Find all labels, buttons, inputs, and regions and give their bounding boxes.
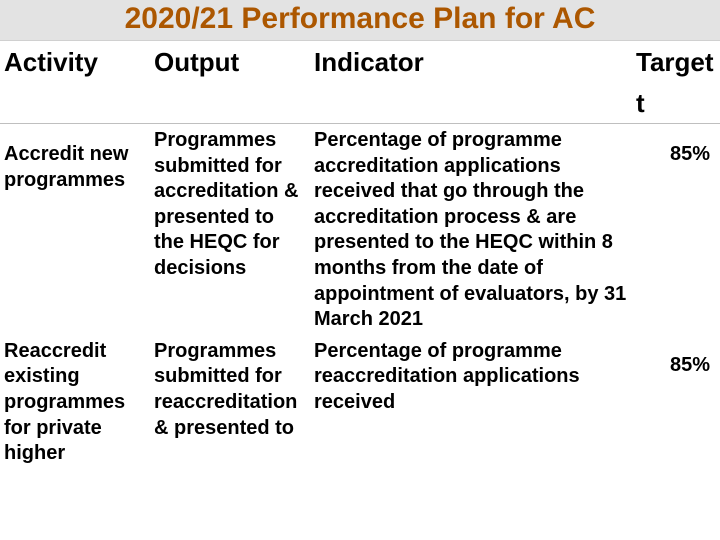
col-activity-blank (0, 82, 150, 124)
cell-output: Programmes submitted for accreditation &… (150, 124, 310, 335)
cell-activity: Accredit new programmes (0, 124, 150, 335)
col-output-blank (150, 82, 310, 124)
col-target: Target (632, 41, 720, 82)
table-row: Accredit new programmes Programmes submi… (0, 124, 720, 335)
cell-indicator: Percentage of programme accreditation ap… (310, 124, 632, 335)
table-header-row-2: t (0, 82, 720, 124)
col-output: Output (150, 41, 310, 82)
page-title: 2020/21 Performance Plan for AC (0, 2, 720, 36)
cell-output: Programmes submitted for reaccreditation… (150, 335, 310, 469)
table-header-row-1: Activity Output Indicator Target (0, 41, 720, 82)
cell-indicator: Percentage of programme reaccreditation … (310, 335, 632, 469)
table-row: Reaccredit existing programmes for priva… (0, 335, 720, 469)
col-activity: Activity (0, 41, 150, 82)
col-target-2: t (632, 82, 720, 124)
col-indicator: Indicator (310, 41, 632, 82)
cell-target: 85% (632, 335, 720, 469)
performance-table: Activity Output Indicator Target t Accre… (0, 41, 720, 469)
cell-target: 85% (632, 124, 720, 335)
cell-activity: Reaccredit existing programmes for priva… (0, 335, 150, 469)
col-indicator-blank (310, 82, 632, 124)
title-band: 2020/21 Performance Plan for AC (0, 0, 720, 41)
